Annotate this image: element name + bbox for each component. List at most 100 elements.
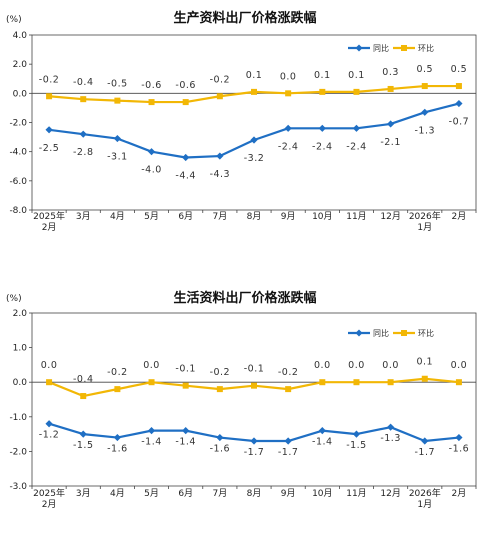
data-label: -2.1 (380, 137, 401, 148)
data-point (319, 379, 326, 386)
data-point (319, 88, 326, 95)
data-label: -4.0 (141, 165, 162, 176)
x-tick-label: 9月 (281, 488, 296, 499)
x-tick-label: 9月 (281, 211, 296, 222)
y-tick-label: -8.0 (9, 206, 27, 216)
legend: 同比 环比 (348, 328, 434, 338)
series-mom: 0.0 -0.4 -0.2 0.0 -0.1 -0.2 -0.1 -0.2 0.0 0.0 0.0 0… (41, 357, 468, 400)
data-point (284, 124, 292, 132)
data-label: -0.2 (210, 74, 231, 85)
legend-marker (355, 44, 363, 52)
data-point (421, 437, 429, 445)
data-label: 0.1 (314, 70, 331, 81)
x-tick-label: 10月 (312, 488, 332, 499)
x-tick-label: 12月 (380, 211, 400, 222)
data-point (182, 99, 189, 106)
data-label: -1.5 (346, 440, 367, 451)
data-point (455, 379, 462, 386)
y-tick-label: -6.0 (9, 177, 27, 187)
data-point (80, 393, 87, 400)
x-tick-label: 10月 (312, 211, 332, 222)
data-label: -4.3 (210, 169, 231, 180)
data-point (79, 130, 87, 138)
x-tick-label: 8月 (247, 488, 262, 499)
y-axis-unit: (%) (6, 15, 22, 25)
y-tick-label: 0.0 (13, 378, 28, 388)
data-point (114, 97, 121, 104)
data-point (387, 120, 395, 128)
x-tick-label: 2月 (42, 222, 57, 233)
data-point (387, 85, 394, 92)
data-point (45, 126, 53, 134)
chart-title: 生产资料出厂价格涨跌幅 (173, 10, 316, 26)
data-label: -1.3 (380, 433, 401, 444)
data-label: -0.1 (244, 364, 265, 375)
data-point (352, 430, 361, 438)
data-label: -0.6 (141, 80, 162, 91)
data-label: 0.0 (451, 360, 468, 371)
y-axis-unit: (%) (6, 294, 22, 304)
legend-marker (401, 330, 407, 336)
data-point (216, 93, 223, 100)
x-tick-label: 3月 (76, 488, 91, 499)
x-tick-label: 12月 (380, 488, 400, 499)
data-point (251, 88, 257, 95)
data-label: -1.4 (312, 437, 333, 448)
x-tick-label: 2025年 (33, 210, 65, 222)
x-tick-label: 11月 (346, 488, 366, 499)
legend-label: 同比 (373, 328, 389, 338)
data-point (216, 433, 224, 442)
data-point (182, 427, 190, 435)
data-point (113, 433, 121, 442)
series-line-yoy (48, 102, 460, 159)
data-label: 0.0 (382, 360, 399, 371)
data-label: 0.1 (416, 357, 433, 368)
chart-2: 生活资料出厂价格涨跌幅 (%) 2.0 1.0 0.0 -1.0 -2.0 -3.0 2025年… (6, 290, 477, 510)
y-tick-label: -2.0 (9, 119, 27, 129)
x-tick-label: 3月 (76, 211, 91, 222)
data-label: -1.7 (244, 447, 265, 458)
y-tick-label: -4.0 (9, 148, 27, 158)
x-tick-label: 7月 (212, 211, 227, 222)
legend: 同比 环比 (348, 43, 434, 53)
y-tick-label: -1.0 (9, 413, 27, 423)
data-point (387, 379, 394, 386)
data-point (216, 386, 223, 393)
data-point (114, 386, 121, 393)
y-tick-label: -3.0 (9, 482, 27, 492)
x-tick-label: 2月 (452, 488, 467, 499)
data-point (182, 382, 189, 389)
data-point (353, 88, 360, 95)
data-label: -0.2 (39, 74, 60, 85)
y-tick-label: 0.0 (13, 89, 28, 99)
x-tick-label: 2月 (42, 499, 57, 510)
plot-frame (31, 34, 477, 211)
data-label: -1.4 (175, 437, 196, 448)
legend-marker (401, 45, 407, 51)
data-point (455, 99, 463, 108)
data-label: 0.0 (348, 360, 365, 371)
data-point (250, 136, 258, 144)
data-label: -1.4 (141, 437, 162, 448)
data-point (148, 379, 155, 386)
data-label: -2.4 (278, 141, 299, 152)
data-label: -0.1 (175, 364, 196, 375)
data-label: -1.3 (414, 125, 435, 136)
data-point (455, 83, 462, 90)
data-point (421, 83, 428, 90)
data-point (352, 124, 361, 132)
x-tick-label: 5月 (144, 211, 159, 222)
data-point (80, 96, 87, 103)
data-label: -0.2 (278, 367, 299, 378)
data-label: 0.3 (382, 67, 399, 78)
data-point (79, 430, 87, 438)
data-point (45, 420, 53, 428)
data-point (421, 108, 429, 116)
data-point (285, 386, 292, 393)
data-point (285, 90, 292, 97)
y-tick-label: 1.0 (13, 344, 28, 354)
data-label: -1.5 (73, 440, 94, 451)
series-yoy: -1.2 -1.5 -1.6 -1.4 -1.4 -1.6 -1.7 -1.7 -1.4 -1.5… (39, 420, 469, 458)
data-point (284, 437, 292, 445)
